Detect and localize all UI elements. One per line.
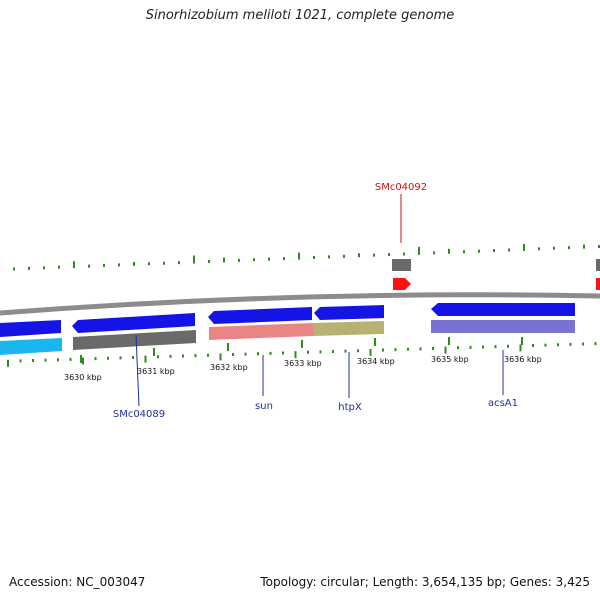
kbp-label: 3631 kbp xyxy=(137,367,175,376)
gene-forward-acsa1[interactable] xyxy=(431,303,575,316)
gene-forward-2[interactable] xyxy=(72,313,195,333)
genome-info-text: Topology: circular; Length: 3,654,135 bp… xyxy=(260,575,590,589)
kbp-scale xyxy=(80,337,523,363)
feature-right-red[interactable] xyxy=(596,278,600,290)
gc-content-ticks xyxy=(7,243,600,367)
gene-forward-1[interactable] xyxy=(0,320,61,337)
gene-label-smc04089[interactable]: SMc04089 xyxy=(113,409,165,420)
kbp-label: 3630 kbp xyxy=(64,373,102,382)
kbp-label: 3636 kbp xyxy=(504,355,542,364)
genome-backbone xyxy=(0,292,600,316)
feature-right-gray[interactable] xyxy=(596,259,600,271)
kbp-label: 3632 kbp xyxy=(210,363,248,372)
kbp-label: 3634 kbp xyxy=(357,357,395,366)
label-leader-line xyxy=(135,334,140,407)
gene-cog-olive-htpx[interactable] xyxy=(313,321,384,336)
kbp-label: 3633 kbp xyxy=(284,359,322,368)
gene-forward-3[interactable] xyxy=(208,307,312,324)
accession-text: Accession: NC_003047 xyxy=(9,575,146,589)
gene-cog-salmon-sun[interactable] xyxy=(209,323,313,340)
gene-cog-cyan[interactable] xyxy=(0,338,62,355)
gene-cog-gray[interactable] xyxy=(73,330,196,350)
gene-cog-purple-acsa1[interactable] xyxy=(431,320,575,333)
gene-label-htpx[interactable]: htpX xyxy=(338,402,362,413)
feature-smc04092-gray[interactable] xyxy=(392,259,411,271)
feature-smc04092-red[interactable] xyxy=(393,278,411,290)
gene-label-acsa1[interactable]: acsA1 xyxy=(488,398,518,409)
kbp-label: 3635 kbp xyxy=(431,355,469,364)
gene-forward-4[interactable] xyxy=(314,305,384,320)
map-title: Sinorhizobium meliloti 1021, complete ge… xyxy=(145,8,455,23)
gene-label-sun[interactable]: sun xyxy=(255,401,273,412)
gene-label-smc04092[interactable]: SMc04092 xyxy=(375,182,427,193)
